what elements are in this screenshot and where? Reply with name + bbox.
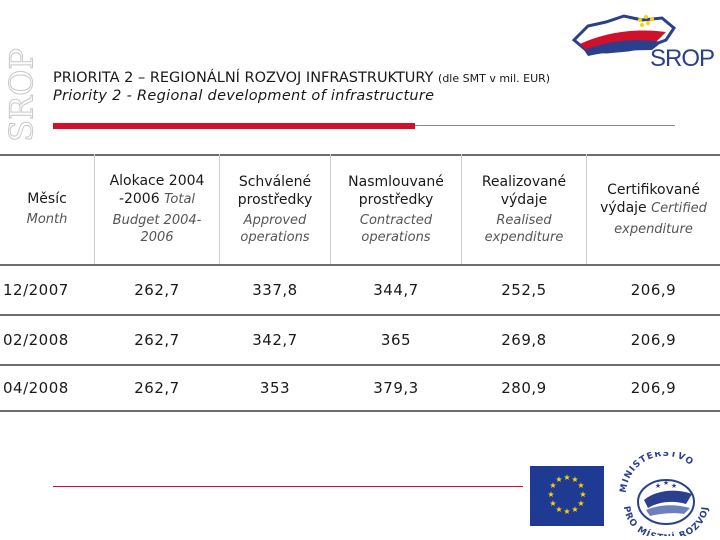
svg-text:★: ★ (579, 490, 586, 499)
row-approved: 342,7 (252, 331, 298, 349)
page-title: PRIORITA 2 – REGIONÁLNÍ ROZVOJ INFRASTRU… (53, 70, 683, 86)
header-budget-cz: Alokace 2004 -2006 Total (102, 172, 212, 209)
header-certified-cz: Certifikované výdaje Certified (591, 181, 717, 218)
svg-text:★: ★ (577, 499, 584, 508)
table-bottom-border (0, 410, 720, 412)
title-block: PRIORITA 2 – REGIONÁLNÍ ROZVOJ INFRASTRU… (53, 70, 683, 104)
header-contracted-en: Contracted operations (359, 212, 433, 245)
svg-text:★: ★ (571, 505, 578, 514)
row-budget: 262,7 (134, 281, 180, 299)
row-month: 12/2007 (3, 281, 69, 299)
row-contracted: 379,3 (373, 379, 419, 397)
header-contracted: Nasmlouvané prostředky Contracted operat… (331, 154, 461, 264)
svg-text:★: ★ (655, 482, 661, 490)
header-divider (586, 154, 587, 264)
srop-vertical-logo: SROP (2, 48, 41, 143)
row-certified: 206,9 (630, 379, 677, 397)
row-month: 02/2008 (3, 331, 69, 349)
svg-text:★: ★ (563, 507, 570, 516)
srop-logo: SROP (571, 14, 715, 72)
row-border (0, 314, 720, 316)
row-contracted: 344,7 (373, 281, 419, 299)
header-realised: Realizované výdaje Realised expenditure (462, 154, 586, 264)
svg-text:★: ★ (663, 479, 669, 487)
svg-text:★: ★ (571, 475, 578, 484)
table-top-border (0, 154, 720, 156)
row-certified: 206,9 (630, 281, 677, 299)
ministry-logo: ★★★ MINISTERSTVO PRO MÍSTNÍ ROZVOJ (619, 452, 710, 536)
row-approved: 337,8 (252, 281, 298, 299)
priority-table: Měsíc Month Alokace 2004 -2006 Total Bud… (0, 154, 720, 412)
header-budget-cz-text: Alokace 2004 -2006 (109, 173, 205, 207)
srop-vertical-logo-text: SROP (3, 48, 41, 142)
header-divider (330, 154, 331, 264)
svg-text:★: ★ (555, 475, 562, 484)
title-accent-bar (53, 123, 415, 129)
row-budget: 262,7 (134, 331, 180, 349)
header-bottom-border (0, 264, 720, 266)
header-month-en: Month (26, 212, 68, 227)
header-contracted-cz: Nasmlouvané prostředky (348, 173, 444, 208)
row-budget: 262,7 (134, 379, 180, 397)
header-month: Měsíc Month (0, 154, 94, 264)
page-subtitle: Priority 2 - Regional development of inf… (53, 88, 435, 104)
eu-flag-icon: ★ ★★ ★★★ ★★★ ★★★ (530, 466, 604, 526)
header-budget-en: Budget 2004-2006 (112, 213, 202, 245)
header-month-cz: Měsíc (27, 191, 67, 207)
row-realised: 252,5 (501, 281, 547, 299)
row-realised: 269,8 (501, 331, 547, 349)
header-approved: Schválené prostředky Approved operations (220, 154, 330, 264)
header-approved-en: Approved operations (240, 212, 310, 245)
page-title-main: PRIORITA 2 – REGIONÁLNÍ ROZVOJ INFRASTRU… (53, 70, 434, 86)
row-realised: 280,9 (501, 379, 547, 397)
svg-text:★: ★ (577, 481, 584, 490)
row-month: 04/2008 (3, 379, 69, 397)
header-realised-cz: Realizované výdaje (481, 173, 567, 208)
svg-text:★: ★ (547, 490, 554, 499)
header-certified: Certifikované výdaje Certified expenditu… (587, 154, 720, 264)
header-divider (219, 154, 220, 264)
header-budget-inline: Total (164, 192, 196, 207)
svg-text:★: ★ (563, 473, 570, 482)
header-certified-cz-text: Certifikované výdaje (600, 181, 700, 216)
svg-text:★: ★ (555, 505, 562, 514)
page-title-note: (dle SMT v mil. EUR) (438, 72, 551, 85)
table-row: 04/2008 262,7 353 379,3 280,9 206,9 (0, 364, 720, 412)
svg-text:★: ★ (549, 499, 556, 508)
srop-logo-text: SROP (650, 45, 714, 72)
header-realised-en: Realised expenditure (484, 212, 564, 245)
header-budget: Alokace 2004 -2006 Total Budget 2004-200… (95, 154, 219, 264)
header-divider (461, 154, 462, 264)
svg-text:★: ★ (549, 481, 556, 490)
header-divider (94, 154, 95, 264)
table-row: 12/2007 262,7 337,8 344,7 252,5 206,9 (0, 266, 720, 314)
row-approved: 353 (259, 379, 291, 397)
row-contracted: 365 (380, 331, 412, 349)
header-certified-inline: Certified (651, 200, 707, 216)
footer-rule (53, 486, 523, 487)
svg-text:★: ★ (671, 482, 677, 490)
row-border (0, 364, 720, 366)
header-certified-en: expenditure (614, 221, 693, 237)
table-row: 02/2008 262,7 342,7 365 269,8 206,9 (0, 316, 720, 364)
row-certified: 206,9 (630, 331, 677, 349)
header-approved-cz: Schválené prostředky (237, 173, 313, 208)
